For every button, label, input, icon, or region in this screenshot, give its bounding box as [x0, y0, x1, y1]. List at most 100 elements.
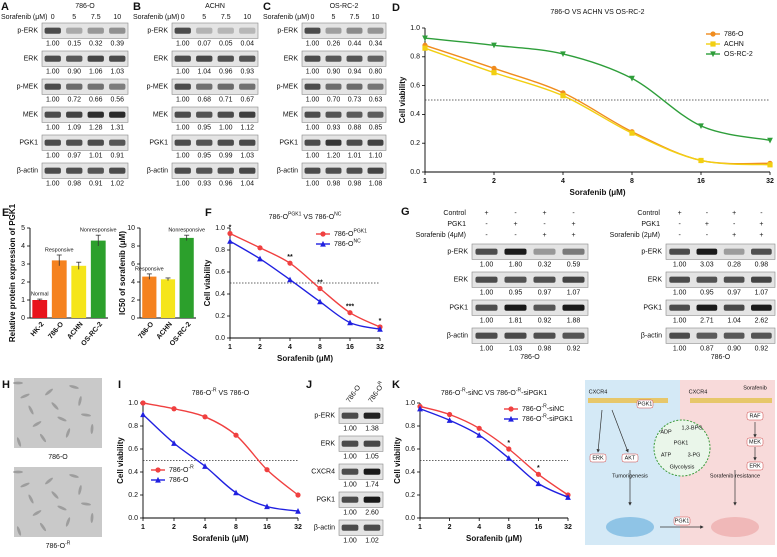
- band-quantification: 1.00: [46, 97, 60, 104]
- panel-label: K: [392, 379, 400, 391]
- blot-membrane: [171, 78, 259, 95]
- series-line: [424, 44, 771, 165]
- band: [239, 83, 256, 90]
- tumor-sensitive: [606, 517, 654, 537]
- data-point: [140, 400, 146, 406]
- band-quantification: 1.09: [67, 125, 81, 132]
- text-part: 786-O: [522, 416, 542, 423]
- image-caption: 786-O-R: [46, 541, 71, 550]
- y-tick-label: 10: [127, 225, 135, 232]
- y-tick-label: 0.8: [215, 247, 225, 254]
- lane-label: 0: [181, 14, 185, 21]
- band: [239, 139, 256, 146]
- band: [562, 332, 585, 339]
- superscript: NC: [353, 239, 361, 245]
- condition-sign: -: [706, 232, 709, 239]
- band-quantification: 0.85: [369, 125, 383, 132]
- text-part: 786-O: [192, 390, 212, 397]
- band-quantification: 0.88: [348, 125, 362, 132]
- legend-label: 786-O: [724, 31, 744, 38]
- series-line: [142, 413, 299, 512]
- legend-label: 786-ONC: [334, 239, 361, 248]
- band: [66, 167, 83, 174]
- blot-membrane: [301, 78, 387, 95]
- band-quantification: 1.00: [480, 318, 494, 325]
- cell-outline: [90, 513, 94, 523]
- band-quantification: 0.93: [240, 69, 254, 76]
- band-quantification: 1.81: [509, 318, 523, 325]
- condition-sign: +: [513, 221, 517, 228]
- text-part: 786-O: [169, 467, 189, 474]
- blot-membrane: [471, 327, 589, 344]
- superscript: -R: [211, 388, 217, 394]
- band: [504, 276, 527, 283]
- bar-label: Nonresponsive: [80, 228, 117, 234]
- cell-outline: [13, 381, 23, 385]
- protein-label: PGK1: [316, 497, 335, 504]
- protein-label: p-ERK: [314, 413, 335, 420]
- y-tick-label: 0.0: [128, 515, 138, 522]
- x-tick-label: 32: [564, 524, 572, 531]
- data-point: [287, 260, 293, 266]
- text-part: VS 786-O: [217, 390, 250, 397]
- x-tick-label: 4: [477, 524, 481, 531]
- image-caption: 786-O: [48, 454, 68, 461]
- band: [346, 111, 363, 118]
- band: [341, 440, 359, 447]
- cell-outline: [81, 413, 91, 417]
- bar: [179, 237, 194, 318]
- diagram-label: RAF: [750, 413, 762, 419]
- band-quantification: 1.04: [240, 181, 254, 188]
- band-quantification: 0.70: [327, 97, 341, 104]
- band-quantification: 1.03: [509, 346, 523, 353]
- series-line: [424, 47, 771, 166]
- y-tick-label: 1.0: [128, 400, 138, 407]
- protein-label: p-MEK: [17, 84, 39, 91]
- text-part: 786-O: [367, 384, 384, 404]
- band: [346, 139, 363, 146]
- superscript: -R: [188, 465, 194, 471]
- significance-mark: *: [507, 440, 510, 447]
- band: [367, 55, 384, 62]
- y-axis-label: Cell viability: [398, 76, 407, 123]
- band-quantification: 0.94: [348, 69, 362, 76]
- text-part: -siPGK1: [521, 390, 547, 397]
- band: [367, 27, 384, 34]
- condition-sign: -: [678, 232, 681, 239]
- data-point: [317, 298, 323, 305]
- data-point: [264, 467, 270, 473]
- condition-sign: -: [514, 210, 517, 217]
- lane-label: 10: [243, 14, 251, 21]
- membrane-right: [690, 398, 772, 403]
- band: [239, 55, 256, 62]
- band-quantification: 2.60: [365, 510, 379, 517]
- band: [341, 412, 359, 419]
- band-quantification: 1.00: [480, 290, 494, 297]
- blot-title: OS-RC-2: [330, 3, 359, 10]
- band-quantification: 1.20: [327, 153, 341, 160]
- cell-outline: [13, 470, 23, 474]
- legend-label: 786-O-R: [169, 465, 194, 474]
- band-quantification: 0.87: [700, 346, 714, 353]
- band: [87, 167, 104, 174]
- condition-sign: +: [759, 221, 763, 228]
- band: [217, 83, 234, 90]
- protein-label: PGK1: [149, 140, 168, 147]
- band: [751, 248, 772, 255]
- band: [304, 55, 321, 62]
- legend-marker: [155, 476, 161, 483]
- band: [669, 304, 690, 311]
- x-tick-label: 2: [448, 524, 452, 531]
- condition-sign: -: [485, 232, 488, 239]
- y-tick-label: 4: [131, 279, 135, 286]
- band-quantification: 0.26: [327, 41, 341, 48]
- band-quantification: 0.44: [348, 41, 362, 48]
- band-quantification: 0.59: [567, 262, 581, 269]
- band: [723, 332, 745, 339]
- condition-sign: +: [571, 221, 575, 228]
- band-quantification: 1.74: [365, 482, 379, 489]
- band: [66, 55, 83, 62]
- diagram-label: Glycolysis: [670, 464, 695, 470]
- y-tick-label: 3: [21, 261, 25, 268]
